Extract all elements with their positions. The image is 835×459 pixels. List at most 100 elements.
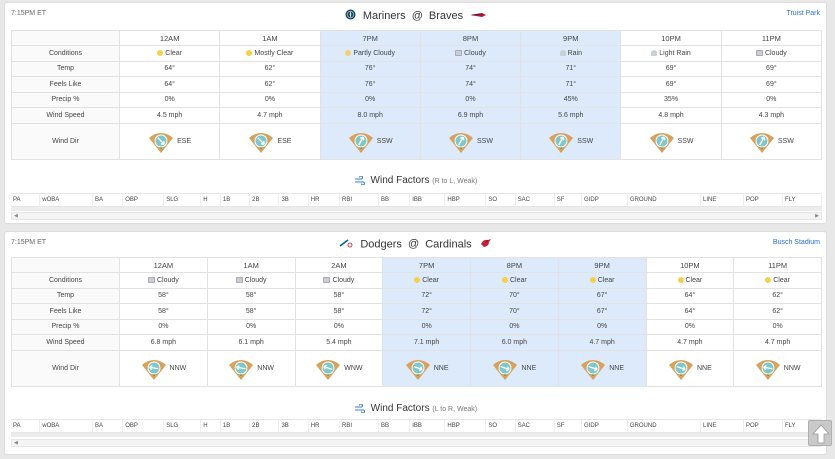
factor-column-header: POP xyxy=(744,194,783,206)
scroll-right-icon[interactable]: ▶ xyxy=(815,213,819,219)
horizontal-scrollbar[interactable]: ◀ ▶ xyxy=(11,212,822,220)
wind-dir-text: SSW xyxy=(477,137,493,145)
row-label: Temp xyxy=(11,60,120,77)
wind-dir-text: ESE xyxy=(277,137,292,145)
away-team: Mariners xyxy=(362,9,406,22)
game-time: 7:15PM ET xyxy=(11,239,47,246)
weather-cell: 8.0 mph xyxy=(319,107,421,124)
condition-text: Clear xyxy=(422,276,439,284)
factor-column-header: SLG xyxy=(164,194,202,206)
wind-speed-row: Wind Speed 4.5 mph 4.7 mph 8.0 mph 6.9 mph 5.… xyxy=(11,107,823,124)
hour-header: 9PM xyxy=(520,30,622,46)
ballpark-wind-icon xyxy=(668,360,693,380)
weather-cell: 64° xyxy=(645,303,735,320)
weather-cell: 76° xyxy=(319,60,421,77)
weather-cell: 4.5 mph xyxy=(118,107,221,124)
cloud-icon xyxy=(755,49,763,56)
weather-cell: 62° xyxy=(733,287,822,304)
factor-column-header: 3B xyxy=(279,194,309,206)
factor-column-header: 1B xyxy=(221,420,251,432)
weather-cell: 76° xyxy=(319,76,421,93)
weather-cell: 0% xyxy=(720,91,823,108)
precip-row: Precip % 0% 0% 0% 0% 45% 35% 0% xyxy=(11,91,823,108)
factor-column-header: BB xyxy=(379,420,411,432)
ballpark-wind-icon xyxy=(405,360,430,380)
factor-column-header: SAC xyxy=(516,420,555,432)
factor-column-header: OBP xyxy=(123,420,165,432)
weather-cell: 58° xyxy=(206,287,296,304)
factor-column-header: BA xyxy=(93,420,124,432)
scroll-left-icon[interactable]: ◀ xyxy=(14,440,18,446)
rain-icon xyxy=(559,49,566,56)
cloud-icon xyxy=(147,276,155,283)
hour-header: 11PM xyxy=(720,30,823,46)
wind-factors-label: Wind Factors xyxy=(370,403,430,414)
weather-cell: 6.8 mph xyxy=(119,334,208,351)
home-team: Braves xyxy=(428,9,464,22)
ballpark-wind-icon xyxy=(348,133,373,153)
mariners-logo-icon xyxy=(345,9,356,23)
row-label: Conditions xyxy=(11,272,120,289)
venue-link[interactable]: Truist Park xyxy=(786,10,820,17)
weather-cell: 58° xyxy=(294,287,384,304)
weather-cell: Partly Cloudy xyxy=(319,45,421,62)
sun-icon xyxy=(502,276,508,283)
scroll-to-top-button[interactable] xyxy=(808,420,832,446)
weather-cell: 0% xyxy=(382,318,471,335)
factor-column-header: SO xyxy=(486,420,516,432)
weather-cell: 6.9 mph xyxy=(419,107,522,124)
hour-header-row: 12AM 1AM 7PM 8PM 9PM 10PM 11PM xyxy=(11,30,823,46)
wind-dir-text: NNW xyxy=(169,364,187,372)
wind-dir-row: Wind Dir NNW NNW WNW NNE NNE NNE NNE NNW xyxy=(11,349,822,387)
weather-cell: SSW xyxy=(720,122,823,160)
weather-table: 12AM 1AM 2AM 7PM 8PM 9PM 10PM 11PM Conditions Clo… xyxy=(11,257,822,387)
scroll-left-icon[interactable]: ◀ xyxy=(14,213,18,219)
row-label: Wind Speed xyxy=(11,334,120,351)
wind-dir-text: NNE xyxy=(696,364,712,372)
factor-column-header: GIDP xyxy=(582,194,628,206)
weather-cell: 0% xyxy=(319,91,421,108)
ballpark-wind-icon xyxy=(493,360,518,380)
weather-cell: ESE xyxy=(118,122,221,160)
factor-column-header: LINE xyxy=(701,194,744,206)
weather-cell: 4.7 mph xyxy=(219,107,321,124)
weather-cell: Clear xyxy=(557,272,647,289)
horizontal-scrollbar[interactable]: ◀ ▶ xyxy=(11,439,822,447)
weather-cell: Cloudy xyxy=(119,272,208,289)
weather-cell: 4.7 mph xyxy=(557,334,647,351)
factor-column-header: POP xyxy=(744,420,783,432)
weather-cell: 71° xyxy=(520,60,622,77)
weather-cell: 0% xyxy=(645,318,735,335)
game-time: 7:15PM ET xyxy=(11,10,47,17)
weather-cell: Clear xyxy=(118,45,221,62)
wind-dir-text: NNW xyxy=(783,364,801,372)
wind-factors-sub: (R to L, Weak) xyxy=(432,178,478,185)
sun-icon xyxy=(677,276,684,283)
weather-table: 12AM 1AM 7PM 8PM 9PM 10PM 11PM Conditions Clear M… xyxy=(11,30,823,160)
wind-dir-text: NNE xyxy=(609,364,625,372)
hour-header: 12AM xyxy=(119,257,208,273)
weather-cell: 62° xyxy=(733,303,822,320)
wind-factors-sub: (L to R, Weak) xyxy=(432,406,478,413)
wind-dir-text: NNW xyxy=(257,364,274,372)
weather-cell: 62° xyxy=(219,76,321,93)
weather-cell: 58° xyxy=(294,303,384,320)
factor-column-header: 3B xyxy=(279,420,309,432)
factor-column-header: HBP xyxy=(445,420,487,432)
venue-link[interactable]: Busch Stadium xyxy=(772,239,820,246)
hour-header: 11PM xyxy=(733,257,822,273)
weather-cell: 0% xyxy=(557,318,647,335)
condition-text: Cloudy xyxy=(764,49,787,57)
row-label: Feels Like xyxy=(11,303,120,320)
factor-column-header: SO xyxy=(486,194,516,206)
factor-column-header: BB xyxy=(379,194,411,206)
away-team: Dodgers xyxy=(360,238,402,251)
ballpark-wind-icon xyxy=(141,360,166,380)
row-label: Wind Speed xyxy=(11,107,120,124)
weather-cell: Cloudy xyxy=(720,45,823,62)
weather-cell: 0% xyxy=(733,318,822,335)
sun-icon xyxy=(246,49,253,56)
weather-cell: 67° xyxy=(557,303,647,320)
weather-cell: NNE xyxy=(470,349,559,387)
weather-cell: 71° xyxy=(520,76,622,93)
